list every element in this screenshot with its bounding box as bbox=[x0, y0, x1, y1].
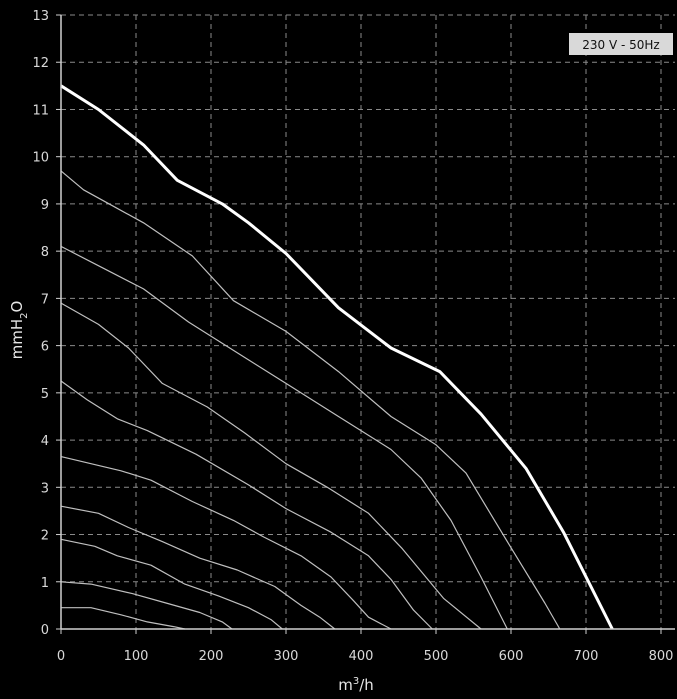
y-tick-label: 4 bbox=[41, 434, 49, 449]
x-tick-label: 200 bbox=[199, 649, 224, 664]
y-tick-label: 11 bbox=[32, 103, 49, 118]
y-tick-label: 1 bbox=[41, 576, 49, 591]
voltage-badge: 230 V - 50Hz bbox=[569, 33, 673, 55]
y-tick-label: 7 bbox=[41, 292, 49, 307]
y-tick-label: 5 bbox=[41, 387, 49, 402]
x-axis-label: m3/h bbox=[338, 676, 374, 694]
x-tick-label: 300 bbox=[274, 649, 299, 664]
series-line-5 bbox=[60, 456, 392, 630]
x-tick-label: 500 bbox=[424, 649, 449, 664]
curves bbox=[60, 84, 614, 630]
axes bbox=[56, 14, 675, 634]
series-line-7 bbox=[60, 538, 283, 630]
y-tick-label: 10 bbox=[32, 151, 49, 166]
series-line-8 bbox=[60, 581, 233, 630]
y-tick-label: 8 bbox=[41, 245, 49, 260]
voltage-badge-text: 230 V - 50Hz bbox=[582, 38, 659, 52]
y-tick-label: 3 bbox=[41, 481, 49, 496]
series-line-3 bbox=[60, 302, 482, 630]
x-tick-label: 800 bbox=[649, 649, 674, 664]
x-tick-labels: 0 100 200 300 400 500 600 700 800 bbox=[57, 649, 674, 664]
voltage-badge-box bbox=[569, 33, 673, 55]
y-tick-label: 12 bbox=[32, 56, 49, 71]
y-tick-label: 9 bbox=[41, 198, 49, 213]
series-line-4 bbox=[60, 380, 433, 630]
x-tick-label: 0 bbox=[57, 649, 65, 664]
x-tick-label: 700 bbox=[574, 649, 599, 664]
x-tick-label: 400 bbox=[349, 649, 374, 664]
series-line-max bbox=[60, 84, 614, 630]
y-tick-label: 0 bbox=[41, 623, 49, 638]
y-tick-label: 2 bbox=[41, 529, 49, 544]
series-line-2 bbox=[60, 245, 508, 630]
y-tick-label: 13 bbox=[32, 9, 49, 24]
series-line-9 bbox=[61, 607, 185, 630]
series-line-6 bbox=[60, 505, 336, 630]
series-line-1 bbox=[60, 170, 561, 630]
x-tick-label: 600 bbox=[499, 649, 524, 664]
x-tick-label: 100 bbox=[124, 649, 149, 664]
grid bbox=[61, 14, 675, 629]
y-tick-label: 6 bbox=[41, 340, 49, 355]
